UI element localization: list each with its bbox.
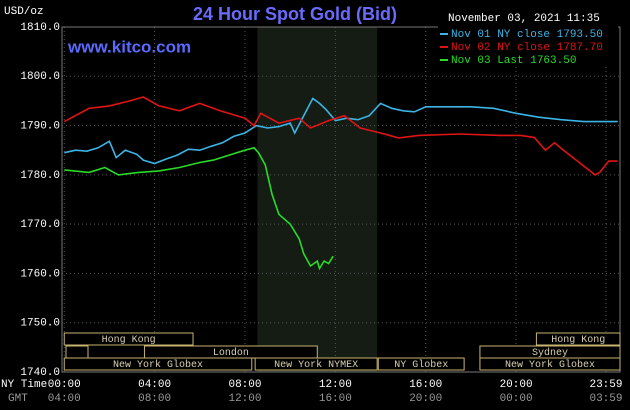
y-tick-label: 1770.0: [20, 219, 60, 231]
session-box: [254, 357, 378, 371]
session-label: Hong Kong: [551, 335, 605, 346]
session-label: New York Globex: [113, 359, 203, 371]
session-label: NY Globex: [394, 359, 448, 371]
session-box: [479, 357, 621, 371]
session-box: [535, 332, 621, 346]
legend-label: Nov 01 NY close 1793.50: [451, 29, 603, 41]
x-label: NY Time: [1, 379, 47, 391]
x2-label: GMT: [8, 393, 28, 405]
watermark: www.kitco.com: [67, 37, 191, 56]
x-tick-label: 16:00: [409, 379, 442, 391]
y-tick-label: 1760.0: [20, 268, 60, 280]
x-tick-label: 23:59: [589, 379, 622, 391]
y-tick-label: 1750.0: [20, 318, 60, 330]
session-label: Sydney: [532, 347, 568, 359]
x2-tick-label: 03:59: [589, 393, 622, 405]
x2-tick-label: 00:00: [500, 393, 533, 405]
unit-label: USD/oz: [4, 6, 44, 18]
session-box: [377, 357, 465, 371]
session-label: New York Globex: [505, 359, 595, 371]
x2-tick-label: 04:00: [48, 393, 81, 405]
plot-frame: [61, 26, 621, 373]
x-tick-label: 04:00: [138, 379, 171, 391]
x2-tick-label: 08:00: [138, 393, 171, 405]
y-tick-label: 1740.0: [20, 367, 60, 379]
y-tick-label: 1780.0: [20, 170, 60, 182]
x-tick-label: 12:00: [319, 379, 352, 391]
series-line: [64, 146, 334, 271]
session-label: New York NYMEX: [274, 359, 358, 371]
session-label: Hong Kong: [102, 335, 156, 346]
x2-tick-label: 16:00: [319, 393, 352, 405]
x-tick-label: 20:00: [500, 379, 533, 391]
legend-box: [438, 26, 618, 66]
x-tick-label: 00:00: [48, 379, 81, 391]
legend-label: Nov 02 NY close 1787.70: [451, 42, 603, 54]
x2-tick-label: 20:00: [409, 393, 442, 405]
shaded-range: [257, 27, 378, 372]
session-box: [63, 357, 253, 371]
x2-tick-label: 12:00: [228, 393, 261, 405]
y-tick-label: 1790.0: [20, 120, 60, 132]
chart-title: 24 Hour Spot Gold (Bid): [193, 4, 397, 24]
timestamp: November 03, 2021 11:35: [448, 13, 600, 25]
y-tick-label: 1810.0: [20, 22, 60, 34]
session-box: [63, 332, 194, 346]
legend-label: Nov 03 Last 1763.50: [451, 55, 576, 67]
session-label: London: [213, 347, 249, 359]
y-tick-label: 1800.0: [20, 71, 60, 83]
x-tick-label: 08:00: [228, 379, 261, 391]
series-line: [63, 96, 618, 176]
series-line: [64, 97, 618, 165]
